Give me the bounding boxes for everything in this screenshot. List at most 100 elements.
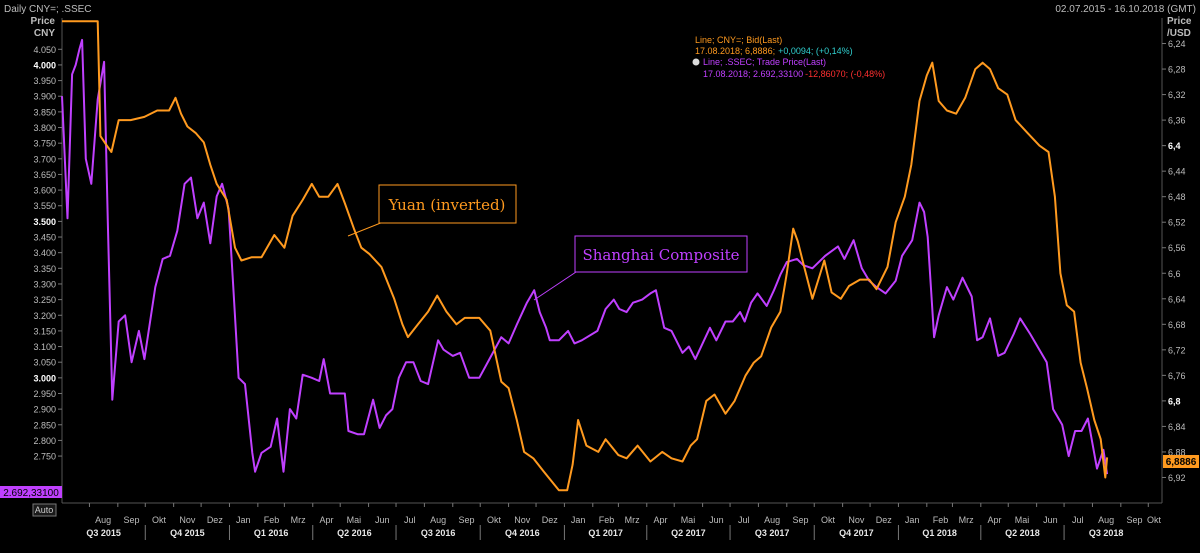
x-quarter-label: Q2 2016 [337,528,372,538]
x-quarter-label: Q1 2018 [922,528,957,538]
left-tick-label: 2.850 [33,420,56,430]
left-tick-label: 3.450 [33,233,56,243]
date-range: 02.07.2015 - 16.10.2018 (GMT) [1055,4,1196,15]
x-quarter-label: Q3 2016 [421,528,456,538]
left-tick-label: 2.950 [33,389,56,399]
ssec-series-line [61,38,1109,475]
left-tick-label: 2.900 [33,405,56,415]
left-tick-label: 3.900 [33,92,56,102]
x-month-label: Mai [347,515,362,525]
x-quarter-label: Q1 2016 [254,528,289,538]
x-month-label: Okt [821,515,836,525]
left-axis: 4.050 4.000 3.950 3.900 3.850 3.800 3.750 3.700… [33,45,62,462]
right-tick-label: 6,8 [1168,396,1181,406]
x-month-label: Aug [1098,515,1114,525]
right-tick-label: 6,76 [1168,371,1186,381]
right-tick-label: 6,92 [1168,473,1186,483]
auto-scale-button[interactable] [32,503,57,517]
left-tick-label: 2.750 [33,452,56,462]
left-axis-label-1: Price [31,16,56,27]
x-month-label: Mrz [959,515,974,525]
left-tick-label: 3.250 [33,295,56,305]
x-month-label: Mai [1015,515,1030,525]
left-tick-label: 3.200 [33,311,56,321]
x-quarter-label: Q3 2018 [1089,528,1124,538]
chart-title: Daily CNY=; .SSEC [4,4,92,15]
right-tick-label: 6,64 [1168,294,1186,304]
x-quarter-label: Q1 2017 [588,528,623,538]
left-tick-label: 4.000 [33,60,56,70]
x-month-label: Okt [152,515,167,525]
x-month-label: Jan [236,515,251,525]
left-tick-label: 3.300 [33,279,56,289]
legend-ssec-values: 17.08.2018; 2.692,33100 -12,86070; (-0,48… [703,69,885,79]
x-month-label: Dez [542,515,559,525]
x-month-label: Sep [458,515,474,525]
annotation-shanghai-label: Shanghai Composite [582,246,739,264]
x-month-label: Jul [1072,515,1084,525]
left-tick-label: 3.800 [33,123,56,133]
x-quarter-label: Q4 2017 [839,528,874,538]
x-month-label: Apr [988,515,1002,525]
annotation-shanghai-pointer [533,269,580,301]
left-tick-label: 3.500 [33,217,56,227]
x-quarter-label: Q2 2017 [671,528,706,538]
x-quarter-label: Q4 2016 [505,528,540,538]
right-axis: 6,24 6,28 6,32 6,36 6,4 6,44 6,48 6,52 6,56 6,6 6,… [1162,39,1186,483]
legend-ssec-change: -12,86070; (-0,48%) [805,69,885,79]
annotation-yuan-box [378,184,517,224]
right-axis-label-2: /USD [1167,28,1191,39]
left-tick-label: 3.700 [33,154,56,164]
cny-series-line [62,20,1109,492]
x-month-label: Nov [179,515,196,525]
annotation-yuan-pointer [347,221,384,237]
x-axis: Aug Sep Okt Nov Dez Jan Feb Mrz Apr Mai Jun Jul Aug S… [86,503,1161,540]
x-month-label: Sep [1127,515,1143,525]
right-tick-label: 6,28 [1168,65,1186,75]
x-month-label: Aug [430,515,446,525]
right-axis-label-1: Price [1167,16,1192,27]
x-month-label: Jan [571,515,586,525]
right-tick-label: 6,88 [1168,447,1186,457]
left-axis-label-2: CNY [34,28,55,39]
left-tick-label: 4.050 [33,45,56,55]
left-tick-label: 3.400 [33,248,56,258]
x-month-label: Jan [905,515,920,525]
x-month-label: Jul [404,515,416,525]
cny-last-badge [1163,455,1199,468]
x-month-label: Okt [1147,515,1162,525]
right-tick-label: 6,4 [1168,141,1181,151]
x-month-label: Jun [709,515,724,525]
right-tick-label: 6,48 [1168,192,1186,202]
series-layer [61,20,1109,492]
legend-eye-icon[interactable] [692,58,700,66]
x-month-label: Feb [264,515,280,525]
x-month-label: Sep [124,515,140,525]
legend-ssec-title: Line; .SSEC; Trade Price(Last) [703,57,826,67]
ssec-last-badge [0,486,62,498]
x-month-label: Okt [487,515,502,525]
annotation-shanghai-box [574,235,748,273]
x-quarter-label: Q2 2018 [1005,528,1040,538]
right-tick-label: 6,68 [1168,320,1186,330]
x-quarter-label: Q3 2015 [86,528,121,538]
left-tick-label: 3.150 [33,326,56,336]
legend-cny-date: 17.08.2018; 6,8886; [695,46,775,56]
x-month-label: Mrz [625,515,640,525]
right-tick-label: 6,56 [1168,243,1186,253]
annotation-yuan-label: Yuan (inverted) [388,196,506,214]
x-month-label: Mai [681,515,696,525]
left-tick-label: 3.950 [33,76,56,86]
x-month-label: Aug [95,515,111,525]
x-month-label: Jun [375,515,390,525]
right-tick-label: 6,44 [1168,167,1186,177]
x-month-label: Mrz [291,515,306,525]
right-tick-label: 6,24 [1168,39,1186,49]
right-tick-label: 6,36 [1168,116,1186,126]
cny-last-value: 6,8886 [1166,457,1197,468]
x-month-label: Apr [319,515,333,525]
left-tick-label: 3.650 [33,170,56,180]
x-month-label: Jul [738,515,750,525]
x-quarter-label: Q3 2017 [755,528,790,538]
